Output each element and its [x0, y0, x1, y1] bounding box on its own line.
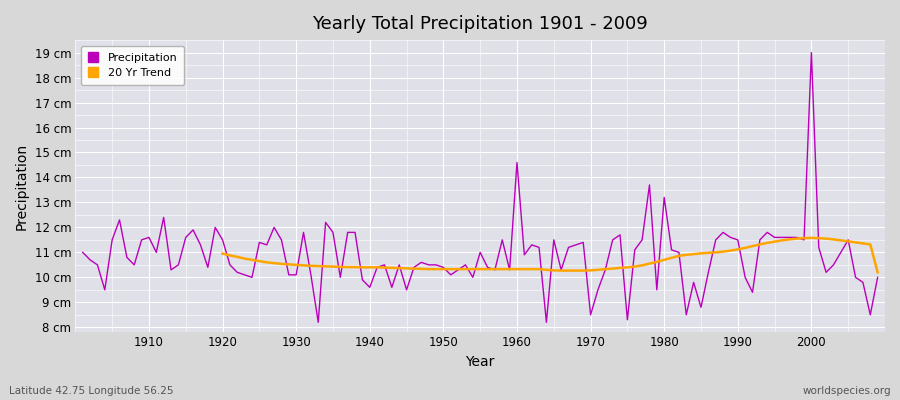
Y-axis label: Precipitation: Precipitation	[15, 143, 29, 230]
X-axis label: Year: Year	[465, 355, 495, 369]
Text: Latitude 42.75 Longitude 56.25: Latitude 42.75 Longitude 56.25	[9, 386, 174, 396]
Title: Yearly Total Precipitation 1901 - 2009: Yearly Total Precipitation 1901 - 2009	[312, 15, 648, 33]
Legend: Precipitation, 20 Yr Trend: Precipitation, 20 Yr Trend	[81, 46, 184, 85]
Text: worldspecies.org: worldspecies.org	[803, 386, 891, 396]
